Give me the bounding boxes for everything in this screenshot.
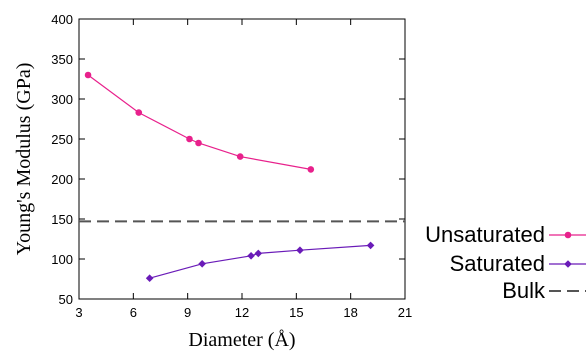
legend-label-unsaturated: Unsaturated (425, 222, 545, 247)
x-tick-label: 21 (398, 305, 412, 320)
y-tick-label: 50 (59, 292, 73, 307)
data-point-saturated (247, 252, 255, 260)
data-point-saturated (254, 249, 263, 258)
x-tick-label: 12 (235, 305, 249, 320)
y-tick-label: 250 (51, 132, 73, 147)
x-tick-label: 6 (130, 305, 137, 320)
data-point-saturated (145, 274, 154, 282)
y-tick-label: 400 (51, 12, 73, 27)
data-point-unsaturated (307, 166, 315, 173)
data-point-unsaturated (186, 135, 193, 143)
x-tick-label: 18 (343, 305, 357, 320)
legend-marker-saturated (564, 260, 572, 268)
series-line-saturated (149, 244, 371, 279)
y-tick-label: 300 (51, 92, 73, 107)
y-tick-label: 350 (51, 52, 73, 67)
legend-label-bulk: Bulk (502, 278, 546, 303)
y-axis-title: Young's Modulus (GPa) (13, 63, 35, 256)
data-point-saturated (296, 246, 304, 254)
data-point-saturated (366, 241, 375, 250)
data-point-unsaturated (195, 139, 202, 147)
y-tick-label: 100 (51, 252, 73, 267)
data-point-unsaturated (135, 109, 143, 116)
x-tick-label: 9 (184, 305, 191, 320)
y-tick-label: 150 (51, 212, 73, 227)
data-point-unsaturated (236, 153, 244, 160)
legend-marker-unsaturated (564, 231, 572, 239)
y-tick-label: 200 (51, 172, 73, 187)
data-point-unsaturated (84, 71, 92, 79)
x-tick-label: 3 (75, 305, 82, 320)
data-point-saturated (198, 260, 206, 268)
x-tick-label: 15 (289, 305, 303, 320)
legend-label-saturated: Saturated (450, 251, 545, 276)
axis-ticks: 3 6 9 12 15 18 21 50 100 150 200 250 300 350 400 (51, 12, 412, 320)
x-axis-title: Diameter (Å) (188, 329, 295, 351)
series-line-unsaturated (87, 74, 311, 170)
series-layer (79, 71, 405, 282)
